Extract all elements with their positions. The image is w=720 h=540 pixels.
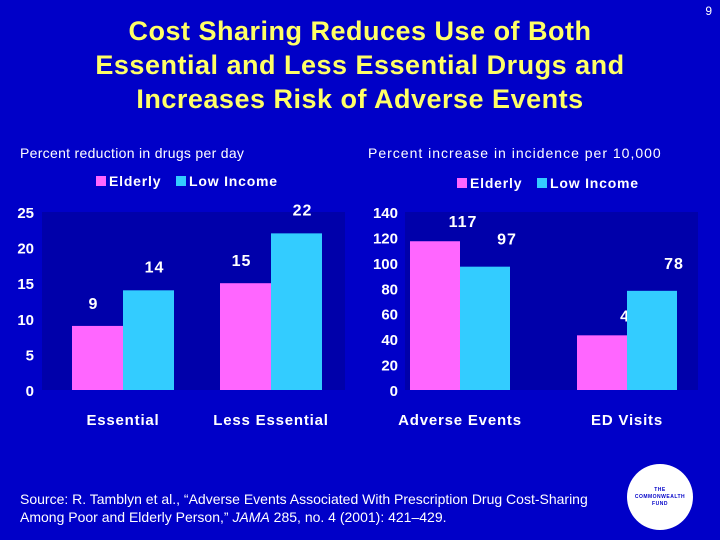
data-label: 78	[664, 256, 684, 273]
bar-low-income	[271, 233, 322, 390]
legend-swatch-low-income	[537, 178, 547, 188]
bar-low-income	[123, 290, 174, 390]
logo-line-3: FUND	[652, 500, 668, 507]
y-tick-label: 0	[390, 383, 398, 400]
y-tick-label: 20	[17, 241, 34, 258]
bar-elderly	[72, 325, 123, 390]
y-tick-label: 15	[17, 276, 34, 293]
title-line-3: Increases Risk of Adverse Events	[136, 84, 584, 114]
slide-title: Cost Sharing Reduces Use of Both Essenti…	[40, 14, 680, 116]
data-label: 97	[497, 232, 517, 249]
legend-label-low-income: Low Income	[189, 173, 278, 189]
source-citation: Source: R. Tamblyn et al., “Adverse Even…	[20, 490, 610, 526]
y-tick-label: 40	[381, 332, 398, 349]
y-tick-label: 140	[373, 205, 398, 222]
data-label: 15	[232, 253, 252, 270]
bar-elderly	[410, 241, 460, 390]
bar-elderly	[577, 335, 627, 390]
category-label: ED Visits	[591, 412, 663, 429]
y-tick-label: 20	[381, 358, 398, 375]
y-tick-label: 120	[373, 230, 398, 247]
bar-low-income	[460, 266, 510, 390]
data-label: 9	[89, 296, 99, 313]
y-tick-label: 10	[17, 312, 34, 329]
legend-label-low-income: Low Income	[550, 175, 639, 191]
commonwealth-fund-logo: THE COMMONWEALTH FUND	[627, 464, 693, 530]
y-tick-label: 0	[26, 383, 34, 400]
y-tick-label: 100	[373, 256, 398, 273]
legend-label-elderly: Elderly	[109, 173, 161, 189]
title-line-2: Essential and Less Essential Drugs and	[95, 50, 625, 80]
slide-number: 9	[705, 4, 712, 18]
logo-line-2: COMMONWEALTH	[634, 493, 686, 500]
legend-swatch-low-income	[176, 176, 186, 186]
bar-low-income	[627, 290, 677, 390]
category-label: Essential	[86, 412, 159, 429]
y-tick-label: 5	[26, 347, 34, 364]
logo-line-1: THE	[654, 486, 666, 493]
bar-elderly	[220, 283, 271, 390]
legend-swatch-elderly	[96, 176, 106, 186]
data-label: 117	[449, 214, 478, 231]
chart-title: Percent reduction in drugs per day	[20, 145, 244, 161]
data-label: 14	[145, 259, 165, 276]
legend-label-elderly: Elderly	[470, 175, 522, 191]
source-prefix: Source: R. Tamblyn et al., “Adverse Even…	[20, 491, 588, 525]
category-label: Less Essential	[213, 412, 328, 429]
data-label: 22	[293, 202, 313, 219]
source-suffix: 285, no. 4 (2001): 421–429.	[269, 509, 447, 525]
category-label: Adverse Events	[398, 412, 522, 429]
y-tick-label: 25	[17, 205, 34, 222]
y-tick-label: 60	[381, 307, 398, 324]
legend-swatch-elderly	[457, 178, 467, 188]
source-journal: JAMA	[232, 509, 270, 525]
y-tick-label: 80	[381, 281, 398, 298]
title-line-1: Cost Sharing Reduces Use of Both	[128, 16, 592, 46]
chart-title: Percent increase in incidence per 10,000	[368, 145, 662, 161]
